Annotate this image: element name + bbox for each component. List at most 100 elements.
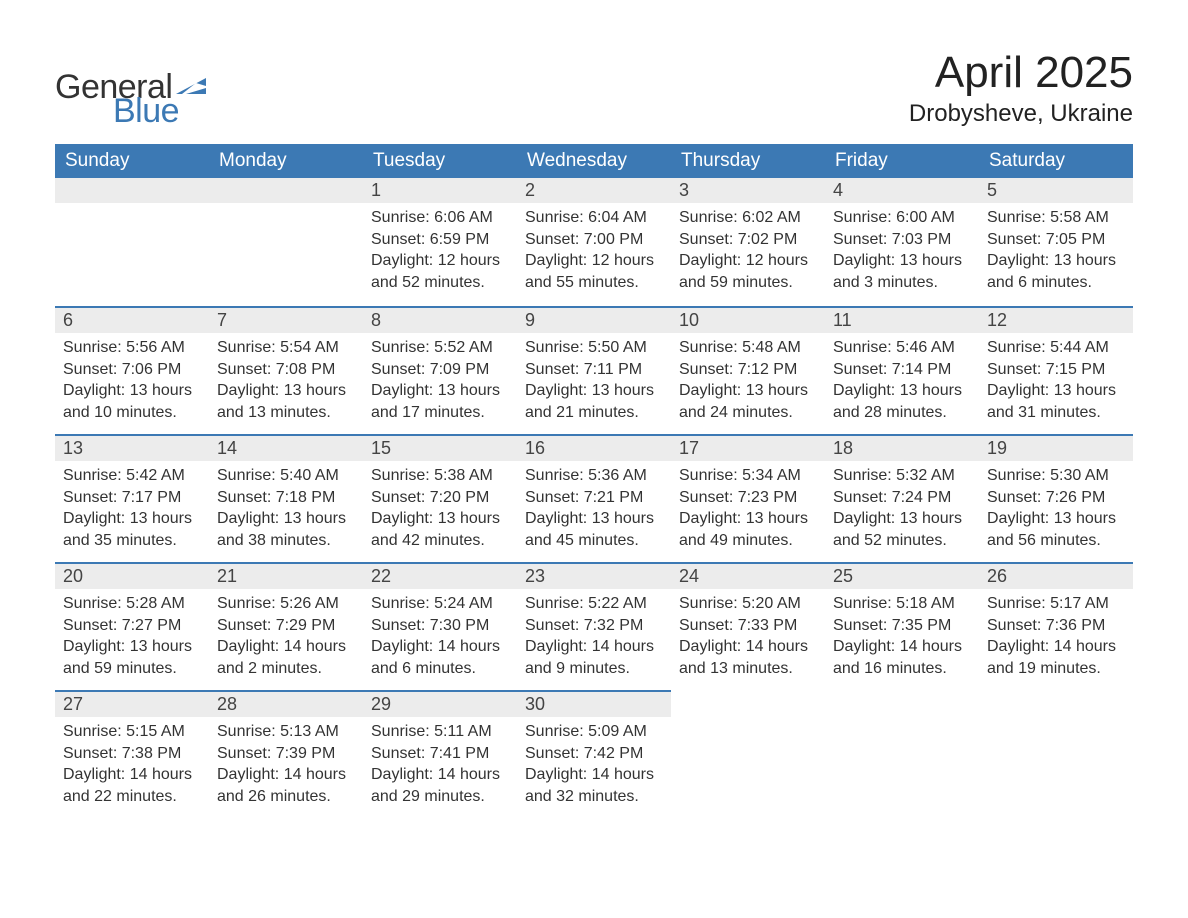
daylight-text: Daylight: 12 hours and 55 minutes.: [525, 250, 663, 293]
calendar-cell: [979, 690, 1133, 818]
day-details: Sunrise: 5:24 AMSunset: 7:30 PMDaylight:…: [363, 589, 517, 687]
daylight-text: Daylight: 13 hours and 35 minutes.: [63, 508, 201, 551]
logo: General Blue: [55, 70, 206, 128]
sunrise-text: Sunrise: 5:40 AM: [217, 465, 355, 487]
calendar-body: 1Sunrise: 6:06 AMSunset: 6:59 PMDaylight…: [55, 178, 1133, 818]
day-number: 5: [979, 178, 1133, 203]
calendar-cell: 14Sunrise: 5:40 AMSunset: 7:18 PMDayligh…: [209, 434, 363, 562]
sunset-text: Sunset: 7:14 PM: [833, 359, 971, 381]
calendar-cell: [671, 690, 825, 818]
day-details: Sunrise: 5:42 AMSunset: 7:17 PMDaylight:…: [55, 461, 209, 559]
daylight-text: Daylight: 13 hours and 6 minutes.: [987, 250, 1125, 293]
daylight-text: Daylight: 13 hours and 31 minutes.: [987, 380, 1125, 423]
day-number: 1: [363, 178, 517, 203]
day-header: Thursday: [671, 144, 825, 178]
day-header: Tuesday: [363, 144, 517, 178]
day-details: Sunrise: 5:09 AMSunset: 7:42 PMDaylight:…: [517, 717, 671, 815]
day-details: Sunrise: 5:20 AMSunset: 7:33 PMDaylight:…: [671, 589, 825, 687]
daylight-text: Daylight: 13 hours and 56 minutes.: [987, 508, 1125, 551]
daylight-text: Daylight: 13 hours and 24 minutes.: [679, 380, 817, 423]
day-details: Sunrise: 5:13 AMSunset: 7:39 PMDaylight:…: [209, 717, 363, 815]
calendar-cell: 22Sunrise: 5:24 AMSunset: 7:30 PMDayligh…: [363, 562, 517, 690]
calendar-cell: 12Sunrise: 5:44 AMSunset: 7:15 PMDayligh…: [979, 306, 1133, 434]
day-number: 4: [825, 178, 979, 203]
calendar-cell: 20Sunrise: 5:28 AMSunset: 7:27 PMDayligh…: [55, 562, 209, 690]
day-details: Sunrise: 6:06 AMSunset: 6:59 PMDaylight:…: [363, 203, 517, 301]
day-number: 8: [363, 306, 517, 333]
sunset-text: Sunset: 7:20 PM: [371, 487, 509, 509]
calendar-cell: [209, 178, 363, 306]
day-header: Wednesday: [517, 144, 671, 178]
day-details: Sunrise: 5:56 AMSunset: 7:06 PMDaylight:…: [55, 333, 209, 431]
sunset-text: Sunset: 7:42 PM: [525, 743, 663, 765]
day-number: 30: [517, 690, 671, 717]
day-number: 16: [517, 434, 671, 461]
sunrise-text: Sunrise: 5:26 AM: [217, 593, 355, 615]
sunset-text: Sunset: 7:33 PM: [679, 615, 817, 637]
calendar-cell: 2Sunrise: 6:04 AMSunset: 7:00 PMDaylight…: [517, 178, 671, 306]
day-header: Friday: [825, 144, 979, 178]
day-number: 9: [517, 306, 671, 333]
sunrise-text: Sunrise: 5:17 AM: [987, 593, 1125, 615]
daylight-text: Daylight: 13 hours and 10 minutes.: [63, 380, 201, 423]
daylight-text: Daylight: 13 hours and 21 minutes.: [525, 380, 663, 423]
calendar-cell: 30Sunrise: 5:09 AMSunset: 7:42 PMDayligh…: [517, 690, 671, 818]
daylight-text: Daylight: 13 hours and 42 minutes.: [371, 508, 509, 551]
calendar-cell: 28Sunrise: 5:13 AMSunset: 7:39 PMDayligh…: [209, 690, 363, 818]
sunrise-text: Sunrise: 5:30 AM: [987, 465, 1125, 487]
sunset-text: Sunset: 7:02 PM: [679, 229, 817, 251]
sunrise-text: Sunrise: 5:46 AM: [833, 337, 971, 359]
sunrise-text: Sunrise: 5:36 AM: [525, 465, 663, 487]
sunrise-text: Sunrise: 5:50 AM: [525, 337, 663, 359]
calendar-cell: 25Sunrise: 5:18 AMSunset: 7:35 PMDayligh…: [825, 562, 979, 690]
daylight-text: Daylight: 13 hours and 3 minutes.: [833, 250, 971, 293]
day-number: 15: [363, 434, 517, 461]
daylight-text: Daylight: 14 hours and 32 minutes.: [525, 764, 663, 807]
sunrise-text: Sunrise: 5:48 AM: [679, 337, 817, 359]
sunrise-text: Sunrise: 5:56 AM: [63, 337, 201, 359]
calendar-cell: 5Sunrise: 5:58 AMSunset: 7:05 PMDaylight…: [979, 178, 1133, 306]
sunset-text: Sunset: 7:35 PM: [833, 615, 971, 637]
day-number: 7: [209, 306, 363, 333]
sunset-text: Sunset: 7:32 PM: [525, 615, 663, 637]
sunset-text: Sunset: 7:03 PM: [833, 229, 971, 251]
sunset-text: Sunset: 7:11 PM: [525, 359, 663, 381]
day-details: Sunrise: 5:38 AMSunset: 7:20 PMDaylight:…: [363, 461, 517, 559]
day-details: Sunrise: 5:18 AMSunset: 7:35 PMDaylight:…: [825, 589, 979, 687]
day-number: 29: [363, 690, 517, 717]
sunset-text: Sunset: 6:59 PM: [371, 229, 509, 251]
sunset-text: Sunset: 7:08 PM: [217, 359, 355, 381]
daylight-text: Daylight: 12 hours and 52 minutes.: [371, 250, 509, 293]
sunrise-text: Sunrise: 5:18 AM: [833, 593, 971, 615]
day-details: Sunrise: 5:40 AMSunset: 7:18 PMDaylight:…: [209, 461, 363, 559]
day-number: 28: [209, 690, 363, 717]
sunset-text: Sunset: 7:23 PM: [679, 487, 817, 509]
day-header: Sunday: [55, 144, 209, 178]
daylight-text: Daylight: 13 hours and 49 minutes.: [679, 508, 817, 551]
calendar-cell: 7Sunrise: 5:54 AMSunset: 7:08 PMDaylight…: [209, 306, 363, 434]
sunrise-text: Sunrise: 5:54 AM: [217, 337, 355, 359]
calendar-cell: 26Sunrise: 5:17 AMSunset: 7:36 PMDayligh…: [979, 562, 1133, 690]
day-details: Sunrise: 5:54 AMSunset: 7:08 PMDaylight:…: [209, 333, 363, 431]
sunrise-text: Sunrise: 5:58 AM: [987, 207, 1125, 229]
calendar-week-row: 1Sunrise: 6:06 AMSunset: 6:59 PMDaylight…: [55, 178, 1133, 306]
sunset-text: Sunset: 7:18 PM: [217, 487, 355, 509]
sunrise-text: Sunrise: 5:52 AM: [371, 337, 509, 359]
sunset-text: Sunset: 7:38 PM: [63, 743, 201, 765]
daylight-text: Daylight: 13 hours and 45 minutes.: [525, 508, 663, 551]
calendar-cell: 15Sunrise: 5:38 AMSunset: 7:20 PMDayligh…: [363, 434, 517, 562]
sunrise-text: Sunrise: 6:00 AM: [833, 207, 971, 229]
day-details: Sunrise: 5:22 AMSunset: 7:32 PMDaylight:…: [517, 589, 671, 687]
daylight-text: Daylight: 13 hours and 28 minutes.: [833, 380, 971, 423]
daylight-text: Daylight: 12 hours and 59 minutes.: [679, 250, 817, 293]
calendar-cell: 1Sunrise: 6:06 AMSunset: 6:59 PMDaylight…: [363, 178, 517, 306]
day-header: Monday: [209, 144, 363, 178]
day-details: Sunrise: 5:11 AMSunset: 7:41 PMDaylight:…: [363, 717, 517, 815]
daylight-text: Daylight: 14 hours and 29 minutes.: [371, 764, 509, 807]
day-details: Sunrise: 5:58 AMSunset: 7:05 PMDaylight:…: [979, 203, 1133, 301]
calendar-cell: 18Sunrise: 5:32 AMSunset: 7:24 PMDayligh…: [825, 434, 979, 562]
daylight-text: Daylight: 14 hours and 13 minutes.: [679, 636, 817, 679]
calendar-cell: 27Sunrise: 5:15 AMSunset: 7:38 PMDayligh…: [55, 690, 209, 818]
sunrise-text: Sunrise: 5:38 AM: [371, 465, 509, 487]
day-header-row: Sunday Monday Tuesday Wednesday Thursday…: [55, 144, 1133, 178]
